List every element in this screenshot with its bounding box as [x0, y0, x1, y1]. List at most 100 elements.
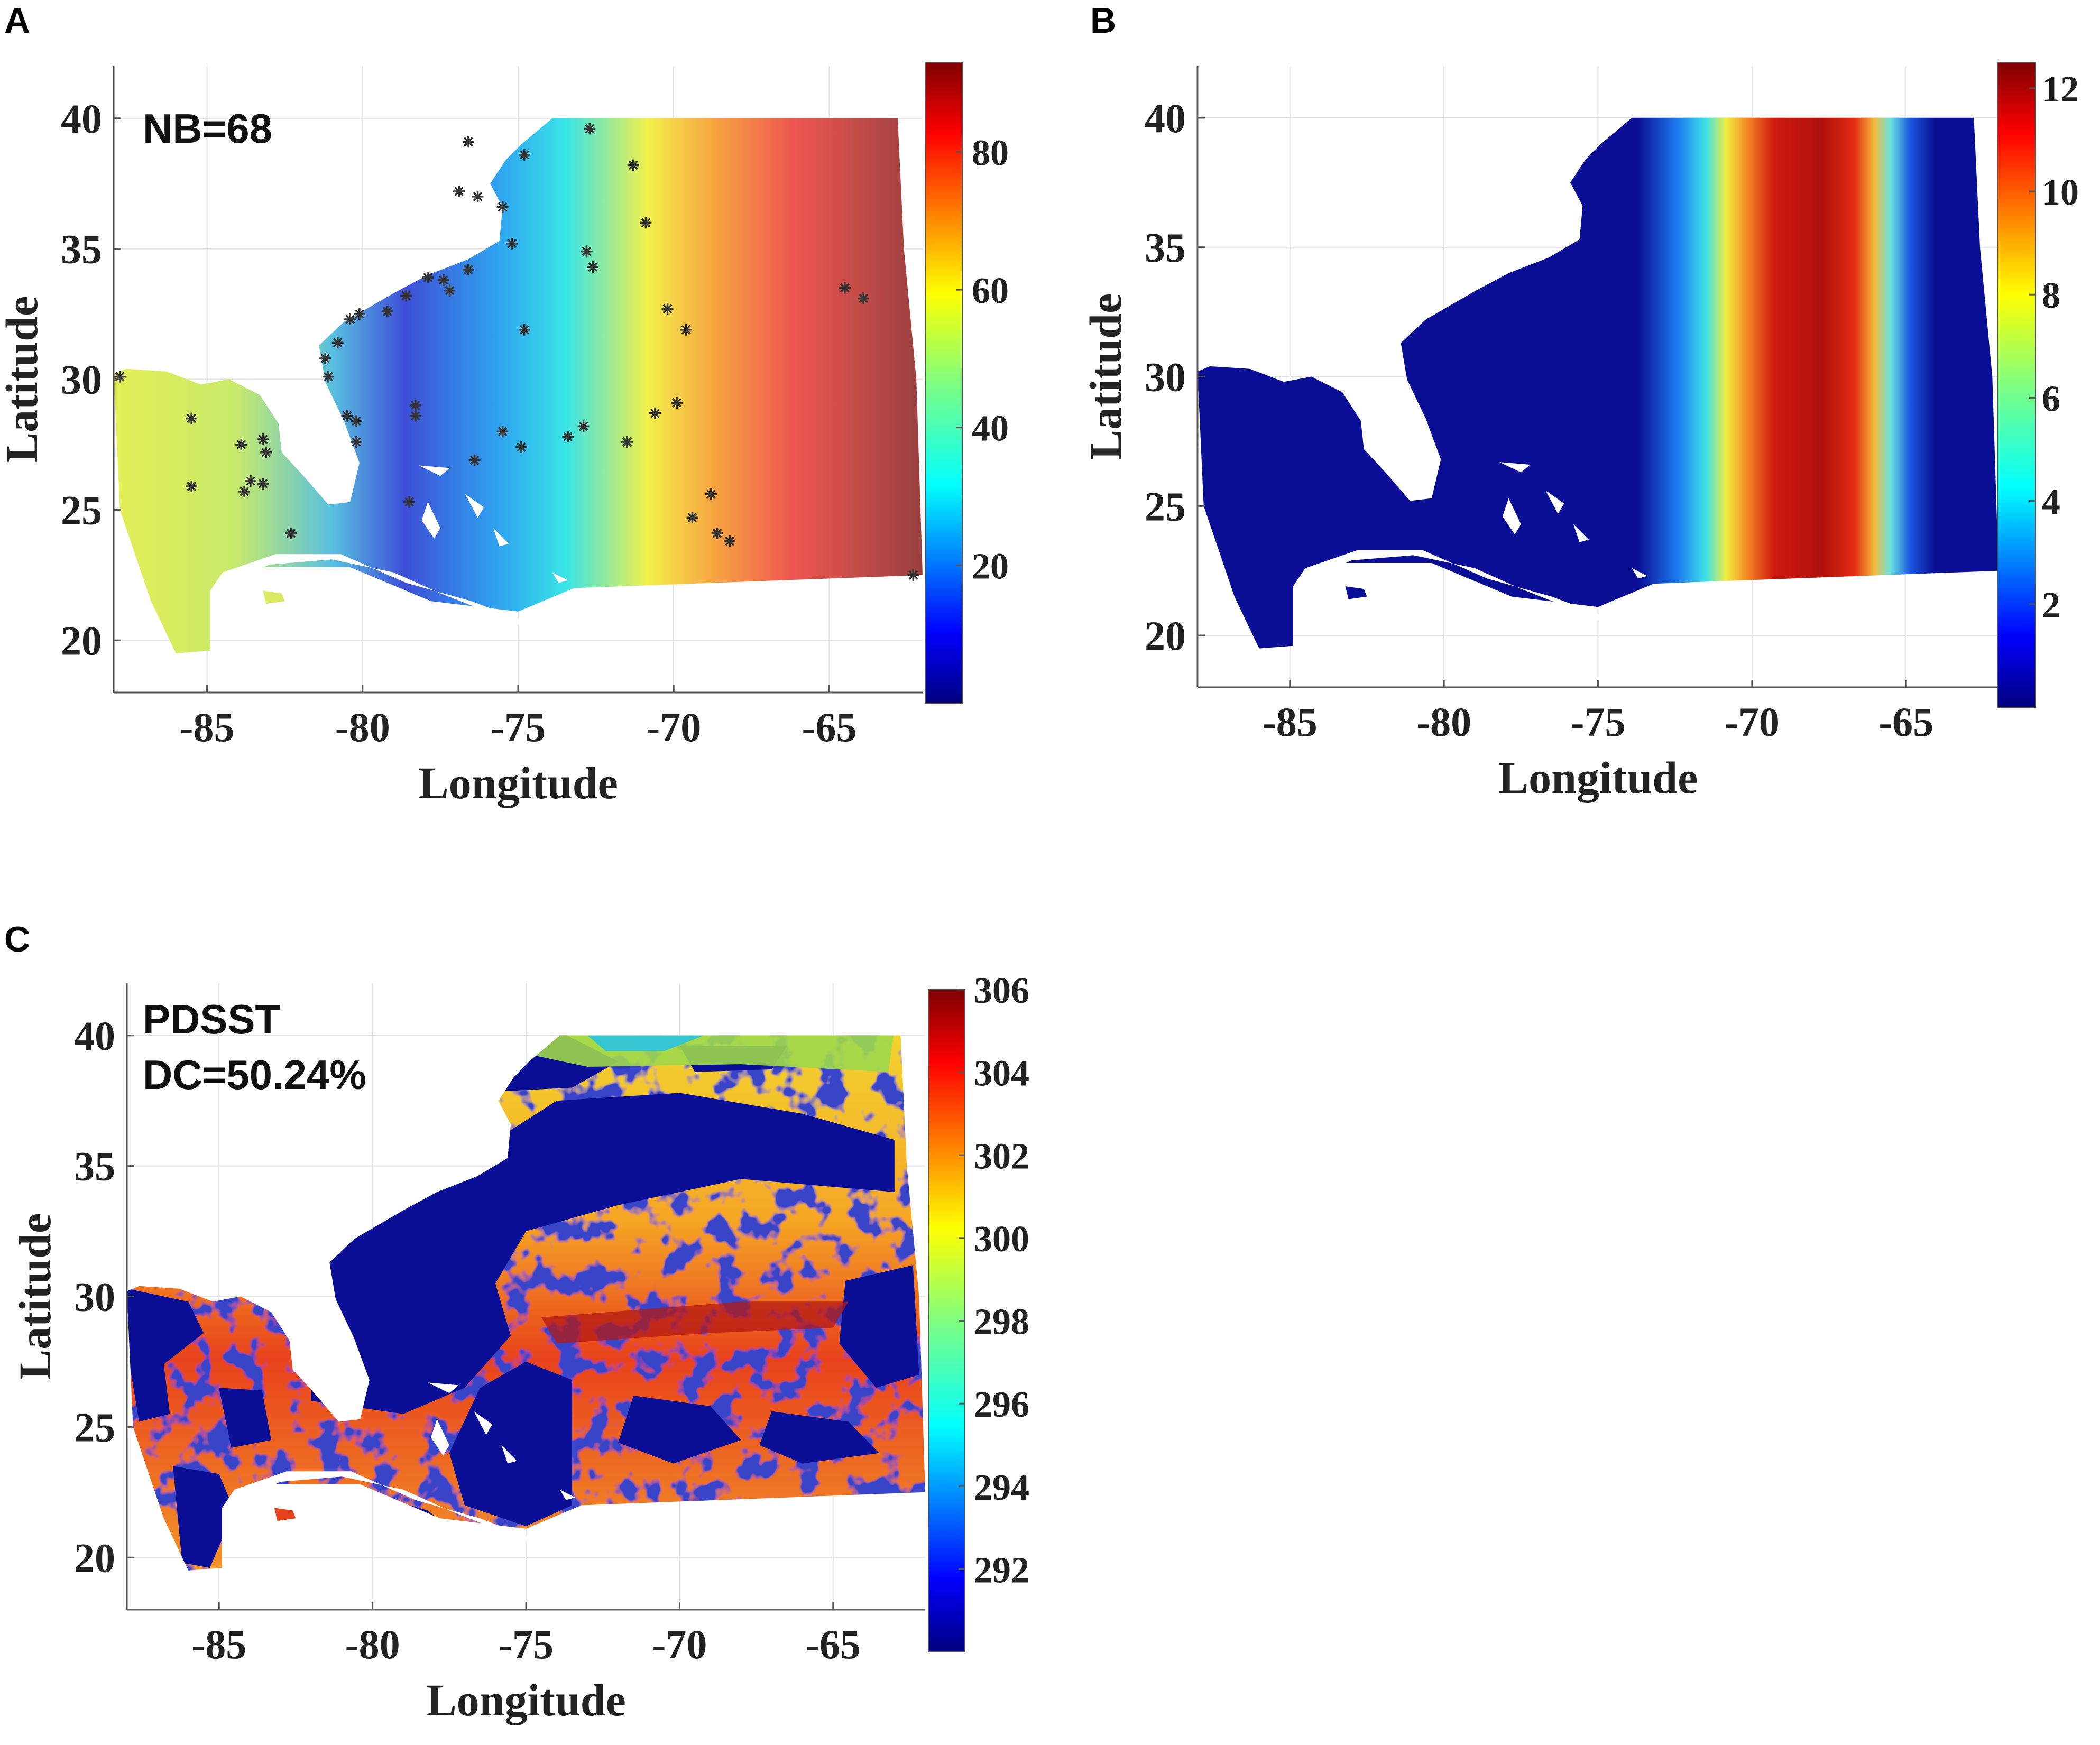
panel-a-ytick-label-3: 35 — [61, 226, 102, 272]
panel-b-bahamas-island-2 — [1545, 490, 1564, 514]
buoy-marker-10 — [587, 261, 599, 273]
buoy-marker-53 — [403, 496, 416, 508]
buoy-marker-42 — [711, 527, 723, 539]
buoy-marker-17 — [444, 284, 456, 297]
buoy-marker-26 — [341, 410, 353, 422]
panel-a-xtick-label-2: -75 — [491, 704, 546, 750]
panel-a-xtick-label-3: -70 — [646, 704, 701, 750]
panel-c-colorbar: 292 294 296 298 300 302 304 306 — [928, 971, 1029, 1652]
panel-c-bahamas-island-4 — [559, 1489, 575, 1500]
buoy-marker-34 — [518, 324, 530, 336]
panel-c-bahamas-island-2 — [474, 1411, 493, 1435]
panel-b-xtick-label-0: -85 — [1263, 699, 1318, 745]
buoy-marker-12 — [680, 324, 692, 336]
panel-c-bahamas-island-3 — [501, 1445, 517, 1464]
panel-b-field — [1198, 117, 1998, 649]
panel-c-bahamas-island-5 — [609, 1508, 631, 1513]
buoy-marker-48 — [260, 446, 272, 458]
panel-b-xtick-label-3: -70 — [1725, 699, 1780, 745]
buoy-marker-47 — [257, 433, 269, 446]
panel-c-mask-region-2 — [127, 1288, 204, 1422]
panel-b: B -85 -80 -75 -70 -65 20 25 30 35 40 Longitude Lati… — [1080, 1, 2079, 803]
panel-c-colorbar-label-1: 294 — [974, 1467, 1029, 1508]
buoy-marker-36 — [562, 431, 574, 443]
buoy-marker-9 — [581, 245, 593, 257]
panel-b-colorbar-label-4: 10 — [2042, 172, 2079, 213]
panel-c-warm-core — [541, 1301, 849, 1344]
panel-a-xtick-label-4: -65 — [802, 704, 856, 750]
buoy-marker-33 — [515, 441, 527, 453]
panel-b-ytick-label-2: 30 — [1145, 354, 1186, 400]
buoy-marker-55 — [114, 371, 126, 383]
panel-a-ytick-label-4: 40 — [61, 96, 102, 142]
panel-b-bahamas-island-5 — [1681, 586, 1703, 592]
buoy-marker-5 — [518, 149, 530, 161]
panel-c-bahamas-island-1 — [431, 1419, 449, 1456]
panel-a-bahamas-island-5 — [602, 590, 624, 596]
buoy-marker-45 — [186, 480, 198, 492]
panel-c-xtick-label-2: -75 — [499, 1621, 554, 1667]
panel-b-islands — [1293, 462, 1703, 631]
panel-a: A -85 -80 -75 -70 -65 20 25 30 35 40 Longitude Lati… — [0, 1, 1009, 808]
panel-a-colorbar-label-3: 80 — [972, 133, 1009, 173]
buoy-marker-0 — [462, 136, 474, 148]
panel-a-ylabel: Latitude — [0, 296, 47, 463]
panel-c-mask-region-3 — [219, 1388, 271, 1448]
buoy-marker-35 — [577, 420, 590, 432]
panel-a-ytick-label-1: 25 — [61, 487, 102, 533]
panel-a-bahamas-island-2 — [465, 494, 484, 518]
panel-c-colorbar-label-3: 298 — [974, 1302, 1029, 1343]
panel-a-ytick-label-0: 20 — [61, 617, 102, 663]
panel-a-field — [114, 118, 923, 653]
panel-a-colorbar-label-2: 60 — [972, 271, 1009, 311]
buoy-marker-44 — [186, 412, 198, 424]
panel-a-axes: -85 -80 -75 -70 -65 20 25 30 35 40 Longitude Latitu… — [0, 66, 923, 808]
panel-letter-a: A — [4, 1, 30, 41]
panel-c-colorbar-label-2: 296 — [974, 1384, 1029, 1425]
panel-a-isle-of-youth — [263, 590, 285, 604]
buoy-marker-14 — [858, 292, 870, 304]
panel-c-ylabel: Latitude — [10, 1213, 60, 1380]
buoy-marker-43 — [724, 535, 736, 547]
panel-c-islands — [222, 1382, 631, 1553]
panel-c-mask-region-4 — [173, 1466, 235, 1568]
panel-c-axes: -85 -80 -75 -70 -65 20 25 30 35 40 Longitude Latitu… — [10, 983, 925, 1725]
panel-b-colorbar-label-5: 12 — [2042, 69, 2079, 110]
panel-c-cold-patch — [587, 1035, 711, 1051]
buoy-marker-27 — [351, 415, 362, 427]
buoy-marker-38 — [649, 407, 661, 419]
buoy-marker-32 — [496, 426, 509, 438]
panel-a-bahamas-island-0 — [418, 465, 450, 476]
panel-a-colorbar-label-0: 20 — [972, 546, 1009, 587]
panel-b-colorbar-bar — [1997, 62, 2036, 708]
buoy-marker-19 — [400, 290, 412, 302]
panel-letter-c: C — [4, 919, 30, 959]
buoy-marker-23 — [331, 337, 344, 349]
panel-a-colorbar-label-1: 40 — [972, 409, 1009, 449]
buoy-marker-22 — [344, 313, 356, 325]
panel-b-bahamas-island-3 — [1573, 524, 1589, 542]
panel-b-colorbar-label-3: 8 — [2042, 275, 2060, 316]
panel-c-ytick-label-2: 30 — [74, 1274, 115, 1320]
buoy-marker-49 — [244, 475, 256, 487]
buoy-marker-40 — [686, 512, 698, 524]
panel-b-ytick-label-1: 25 — [1145, 483, 1186, 529]
buoy-marker-50 — [257, 478, 269, 490]
buoy-marker-11 — [661, 303, 674, 315]
panel-a-bahamas-island-3 — [493, 528, 509, 547]
panel-a-xtick-label-1: -80 — [335, 704, 390, 750]
panel-a-bahamas-island-1 — [421, 502, 440, 539]
panel-b-bahamas-island-1 — [1502, 498, 1521, 535]
panel-b-colorbar: 2 4 6 8 10 12 — [1997, 62, 2079, 708]
panel-a-buoys — [114, 123, 919, 581]
panel-c-colorbar-label-0: 292 — [974, 1550, 1029, 1591]
panel-b-xlabel: Longitude — [1498, 752, 1698, 803]
buoy-marker-41 — [705, 488, 717, 500]
panel-a-colorbar: 20 40 60 80 — [925, 62, 1009, 704]
panel-a-ytick-label-2: 30 — [61, 357, 102, 403]
buoy-marker-30 — [409, 410, 421, 422]
buoy-marker-8 — [640, 217, 652, 229]
buoy-marker-24 — [319, 353, 331, 364]
panel-b-colorbar-label-1: 4 — [2042, 482, 2060, 523]
panel-c-annotation-line-2: DC=50.24% — [143, 1051, 366, 1098]
